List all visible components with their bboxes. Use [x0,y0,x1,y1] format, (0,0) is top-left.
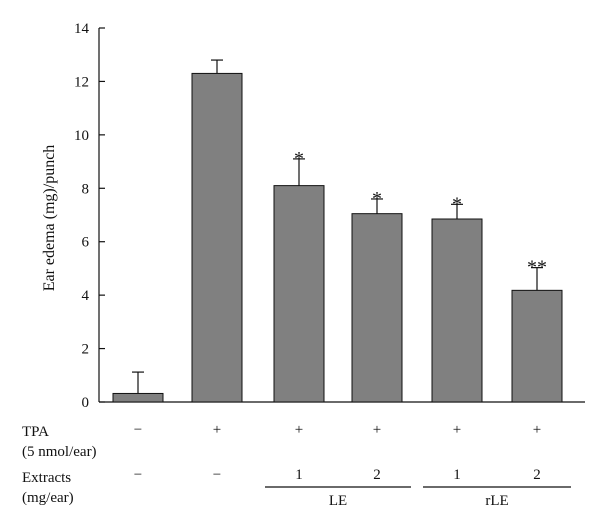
y-tick-label: 6 [82,235,90,251]
group-label: LE [329,493,347,509]
extracts-cell: 2 [373,467,381,483]
y-tick-label: 8 [82,181,90,197]
bar [351,213,403,403]
tpa-cell: + [373,422,381,438]
significance-markers: ** *** [294,148,547,279]
row-label-tpa-unit: (5 nmol/ear) [22,444,97,460]
bars [112,72,563,403]
tpa-cell: + [213,422,221,438]
row-label-extracts-unit: (mg/ear) [22,490,74,506]
bar [191,72,243,403]
group-label: rLE [485,493,508,509]
tpa-cell: − [134,422,142,438]
significance-marker: ** [527,257,547,279]
tpa-cell: + [533,422,541,438]
bar [431,218,483,403]
y-tick-label: 4 [82,288,90,304]
y-tick-label: 2 [82,342,90,358]
extracts-cell: − [134,467,142,483]
extracts-cell: 2 [533,467,541,483]
bar [273,185,325,403]
significance-marker: * [452,193,462,215]
significance-marker: * [372,188,382,210]
extracts-cell: − [213,467,221,483]
extracts-cell: 1 [453,467,461,483]
tpa-cell: + [295,422,303,438]
treatment-table: TPA (5 nmol/ear) − + + + + + Extracts (mg/ear) − − 1… [22,422,571,509]
row-label-extracts: Extracts [22,470,71,486]
y-tick-label: 0 [82,395,90,411]
bar [112,392,164,403]
bar [511,289,563,403]
extracts-cell: 1 [295,467,303,483]
y-tick-label: 12 [74,74,89,90]
y-tick-label: 14 [74,21,90,37]
y-tick-label: 10 [74,128,89,144]
significance-marker: * [294,148,304,170]
y-axis-title: Ear edema (mg)/punch [41,145,58,292]
row-label-tpa: TPA [22,424,49,440]
error-bars [132,59,543,394]
tpa-cell: + [453,422,461,438]
axes: 0 2 4 6 8 10 12 14 [74,21,585,411]
